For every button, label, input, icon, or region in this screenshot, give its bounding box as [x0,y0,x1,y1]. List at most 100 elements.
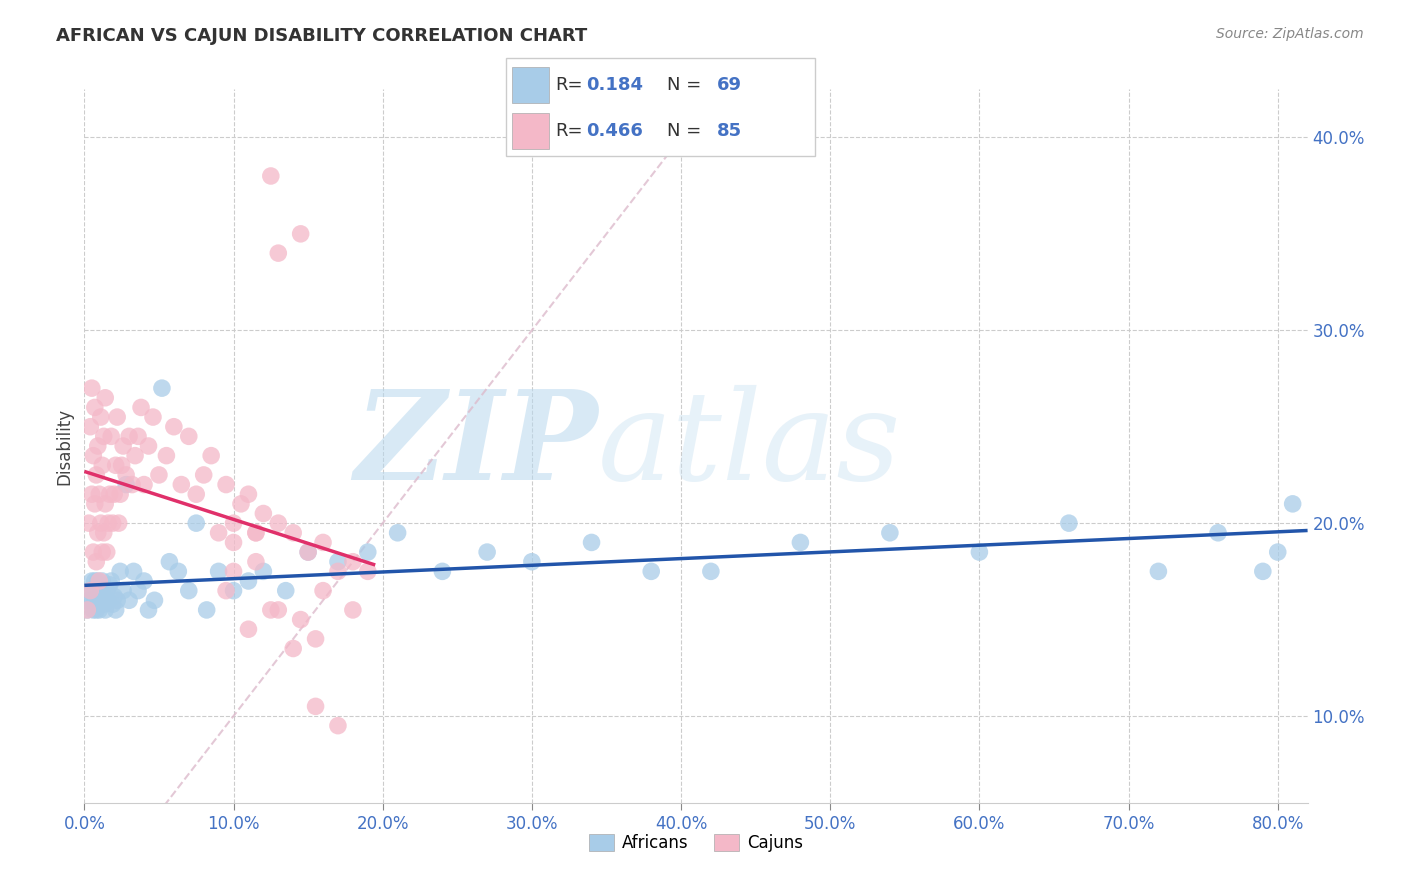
Point [89,590,111,604]
Point [79,419,101,434]
Point [82,583,104,598]
Text: atlas: atlas [598,385,901,507]
Point [132,574,155,588]
Point [195,603,218,617]
Point [115,477,138,491]
Point [80,593,103,607]
Point [77,516,100,530]
Point [222,535,245,549]
Point [283,525,305,540]
Text: 0.466: 0.466 [586,122,644,140]
Point [87,525,110,540]
Point [245,525,267,540]
Point [581,535,603,549]
Point [98,578,121,592]
Point [222,583,245,598]
Point [138,439,160,453]
Point [77,593,100,607]
Point [98,487,121,501]
Point [89,574,111,588]
Point [312,583,335,598]
Point [200,449,222,463]
FancyBboxPatch shape [512,67,550,103]
Point [82,449,104,463]
Point [163,419,186,434]
Point [94,391,117,405]
Point [101,597,124,611]
Point [107,516,129,530]
Point [96,583,118,598]
Point [93,525,115,540]
Point [229,497,252,511]
Point [89,578,111,592]
Point [104,458,127,473]
Text: Source: ZipAtlas.com: Source: ZipAtlas.com [1216,27,1364,41]
Point [155,449,177,463]
Point [1206,525,1229,540]
Point [79,583,101,598]
Point [177,429,200,443]
Point [207,525,229,540]
Point [150,381,173,395]
Point [1057,516,1080,530]
Point [97,593,120,607]
Point [260,603,283,617]
Point [238,487,260,501]
Point [129,401,152,415]
FancyBboxPatch shape [512,113,550,149]
Point [76,603,98,617]
Point [94,603,117,617]
Point [304,699,326,714]
Point [290,613,312,627]
Point [84,467,107,482]
Point [100,574,122,588]
Point [143,593,166,607]
Point [93,590,115,604]
Point [90,593,112,607]
Point [103,487,125,501]
Point [90,410,112,425]
Point [138,603,160,617]
Point [283,641,305,656]
Point [297,545,319,559]
Point [267,516,290,530]
Point [357,565,380,579]
Text: AFRICAN VS CAJUN DISABILITY CORRELATION CHART: AFRICAN VS CAJUN DISABILITY CORRELATION … [56,27,588,45]
Point [104,603,127,617]
Point [83,574,105,588]
Point [89,487,111,501]
Point [112,583,135,598]
Point [238,622,260,636]
Point [108,565,131,579]
Point [290,227,312,241]
Point [297,545,319,559]
Point [170,477,193,491]
Point [87,597,110,611]
Point [274,583,297,598]
Point [326,565,349,579]
Point [238,574,260,588]
Text: N =: N = [666,122,702,140]
Point [93,597,115,611]
Point [222,516,245,530]
Point [118,429,141,443]
Text: 85: 85 [717,122,741,140]
Point [157,555,180,569]
Point [87,574,110,588]
Point [969,545,991,559]
Legend: Africans, Cajuns: Africans, Cajuns [582,827,810,859]
Point [89,603,111,617]
Point [879,525,901,540]
Point [80,574,103,588]
Point [215,583,238,598]
Point [80,381,103,395]
Point [142,410,165,425]
Point [105,410,128,425]
Point [91,458,114,473]
FancyBboxPatch shape [506,58,815,156]
Y-axis label: Disability: Disability [55,408,73,484]
Point [342,603,364,617]
Point [111,458,134,473]
Point [789,535,811,549]
Point [326,555,349,569]
